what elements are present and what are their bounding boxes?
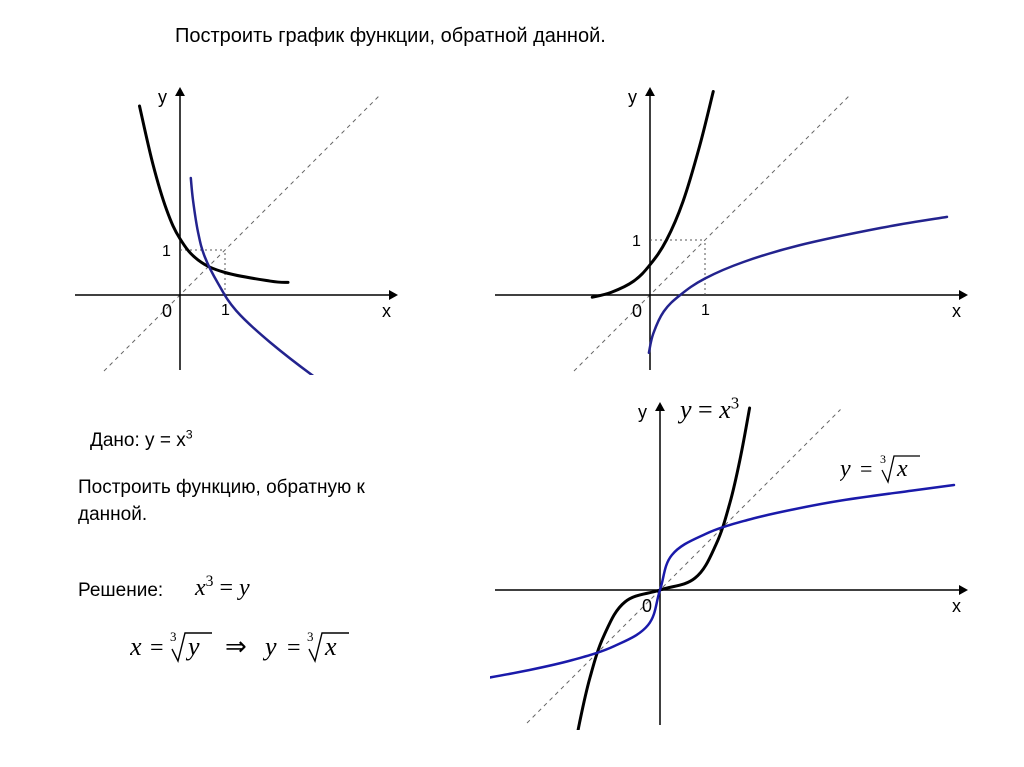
svg-text:y: y xyxy=(638,402,647,422)
label-y-eq-x3: y = x3 xyxy=(680,395,739,425)
task-line: Построить функцию, обратную к данной. xyxy=(78,475,378,528)
formula-solution-svg: x = 3 y ⇒ y = 3 x xyxy=(130,625,390,667)
graph-1: x y 0 1 1 xyxy=(70,85,400,375)
given-label: Дано: y = x xyxy=(90,430,186,451)
svg-text:1: 1 xyxy=(632,233,641,250)
svg-text:=: = xyxy=(150,635,164,661)
page-title: Построить график функции, обратной данно… xyxy=(175,25,606,48)
svg-text:y: y xyxy=(840,456,851,482)
svg-text:y: y xyxy=(628,87,637,107)
graph-2: x y 0 1 1 xyxy=(490,85,970,375)
label-cbrt-svg: y = 3 x xyxy=(840,450,960,486)
svg-text:1: 1 xyxy=(221,302,230,319)
svg-text:0: 0 xyxy=(162,301,172,321)
svg-text:=: = xyxy=(860,456,872,481)
solution-label: Решение: xyxy=(78,580,163,602)
given-power: 3 xyxy=(186,428,193,442)
svg-text:x: x xyxy=(130,632,142,661)
svg-text:3: 3 xyxy=(880,452,886,466)
svg-text:y: y xyxy=(262,632,277,661)
svg-text:x: x xyxy=(952,301,961,321)
svg-text:1: 1 xyxy=(162,243,171,260)
svg-text:x: x xyxy=(382,301,391,321)
svg-text:3: 3 xyxy=(170,629,177,644)
svg-text:=: = xyxy=(287,635,301,661)
formula-cubic-eq: x3 = y xyxy=(195,575,250,602)
svg-text:y: y xyxy=(158,87,167,107)
svg-text:1: 1 xyxy=(701,302,710,319)
svg-text:0: 0 xyxy=(642,596,652,616)
given-line: Дано: y = x3 xyxy=(90,430,193,452)
svg-text:0: 0 xyxy=(632,301,642,321)
svg-text:x: x xyxy=(952,596,961,616)
formula-solution: x = 3 y ⇒ y = 3 x xyxy=(130,625,390,672)
label-y-eq-cbrt-x: y = 3 x xyxy=(840,450,960,491)
svg-text:3: 3 xyxy=(307,629,314,644)
svg-text:x: x xyxy=(896,456,908,482)
svg-text:y: y xyxy=(185,632,200,661)
svg-text:⇒: ⇒ xyxy=(225,632,247,661)
svg-text:x: x xyxy=(324,632,337,661)
